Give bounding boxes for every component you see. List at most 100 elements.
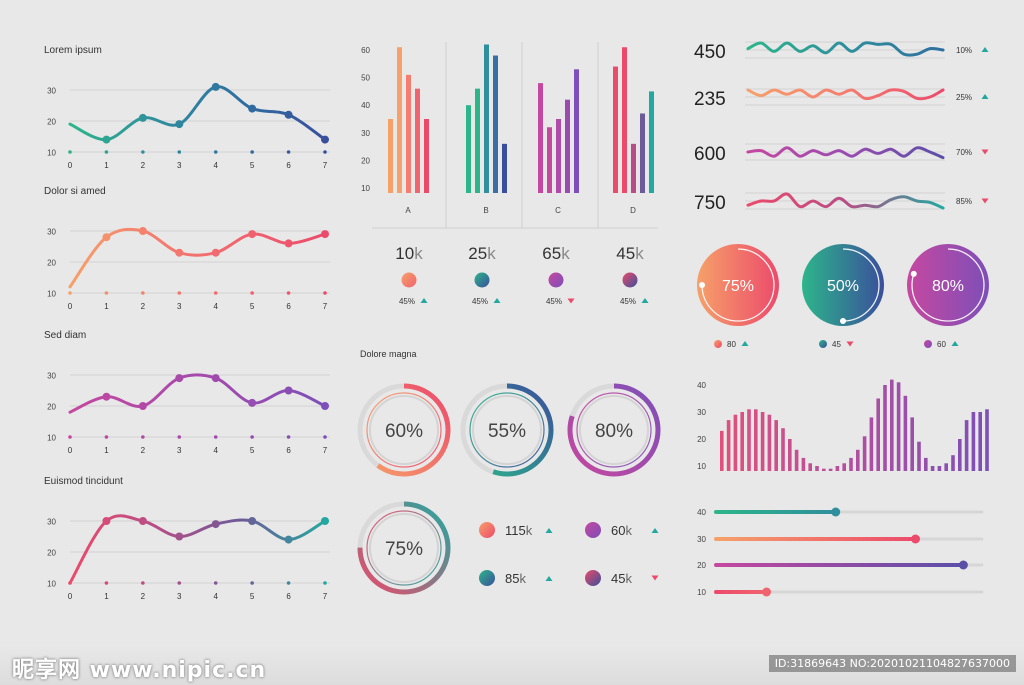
hist-bar bbox=[754, 409, 758, 471]
stat-value: 10k bbox=[395, 244, 423, 263]
data-point bbox=[211, 520, 220, 529]
bar bbox=[406, 74, 411, 193]
x-tick-label: 4 bbox=[213, 592, 218, 601]
baseline-dot bbox=[104, 150, 109, 154]
hist-bar bbox=[774, 420, 778, 471]
hist-bar bbox=[958, 439, 962, 471]
ring-stat-value: 60k bbox=[611, 523, 632, 538]
bar-group-C: C bbox=[538, 69, 579, 215]
panel-title: Euismod tincidunt bbox=[44, 476, 123, 487]
bar-group-D: D bbox=[613, 47, 654, 215]
watermark-logo: 昵享网 www.nipic.cn bbox=[12, 658, 267, 683]
ring-stat-1: 115k bbox=[479, 522, 553, 538]
bar-chart: 10 20 30 40 50 60 A B C D 10k 45% 25k 45% 65k 45% 45k 45% bbox=[361, 42, 658, 306]
hist-bar bbox=[808, 463, 812, 471]
series-line bbox=[68, 514, 327, 585]
bar bbox=[493, 55, 498, 193]
data-point bbox=[211, 82, 220, 91]
hist-y-tick: 40 bbox=[697, 381, 706, 390]
spark-value: 750 bbox=[694, 193, 726, 214]
sparkline-row-4: 750 85% bbox=[694, 192, 989, 214]
line-panel-3: Sed diam 10 20 30 0 1 2 3 4 5 6 7 bbox=[44, 330, 330, 455]
big-gauge-2: 50% 45 bbox=[802, 244, 884, 349]
gauge-disc bbox=[697, 244, 779, 326]
hist-bar bbox=[767, 414, 772, 471]
baseline-dot bbox=[213, 435, 218, 439]
data-point bbox=[138, 517, 147, 525]
bar bbox=[466, 105, 471, 193]
data-point bbox=[321, 135, 329, 144]
histogram: 10 20 30 40 bbox=[697, 379, 989, 471]
bar bbox=[388, 119, 393, 193]
ring-inner bbox=[366, 392, 442, 468]
gauge-label: 80% bbox=[932, 278, 964, 295]
data-point bbox=[248, 230, 257, 239]
panel-title: Sed diam bbox=[44, 330, 86, 341]
ring-stat-dot bbox=[479, 570, 495, 586]
gauge-sub-value: 45 bbox=[832, 340, 841, 349]
bar bbox=[502, 143, 507, 193]
gauge-progress bbox=[911, 248, 985, 322]
y-tick-label: 10 bbox=[47, 290, 56, 299]
bar-y-tick: 60 bbox=[361, 46, 370, 55]
hist-bar bbox=[801, 457, 806, 471]
bar bbox=[397, 47, 402, 193]
baseline-dot bbox=[68, 435, 72, 439]
line-panel-4: Euismod tincidunt 10 20 30 0 1 2 3 4 5 6 7 bbox=[44, 476, 330, 601]
data-point bbox=[284, 386, 293, 395]
trend-down-icon bbox=[981, 149, 989, 155]
baseline-dot bbox=[286, 581, 291, 585]
trend-up-icon bbox=[651, 528, 659, 533]
stat-value: 25k bbox=[468, 244, 496, 263]
data-point bbox=[138, 227, 147, 235]
slider-row-1: 40 bbox=[697, 507, 984, 517]
x-tick-label: 0 bbox=[68, 446, 73, 455]
data-point bbox=[284, 239, 293, 248]
baseline-dot bbox=[286, 435, 291, 439]
trend-up-icon bbox=[951, 341, 959, 346]
hist-bar bbox=[740, 412, 744, 471]
gauge-label: 50% bbox=[827, 278, 859, 295]
ring-label: 75% bbox=[385, 539, 423, 560]
hist-y-tick: 30 bbox=[697, 408, 706, 417]
x-tick-label: 7 bbox=[323, 161, 328, 170]
gauge-sub-dot bbox=[819, 340, 827, 348]
ring-stat-4: 45k bbox=[585, 570, 659, 586]
hist-bar bbox=[910, 417, 914, 471]
baseline-dot bbox=[250, 291, 254, 295]
x-tick-label: 5 bbox=[250, 592, 255, 601]
baseline-dot bbox=[286, 291, 291, 295]
hist-bar bbox=[896, 382, 901, 471]
ring-inner-track bbox=[369, 395, 439, 465]
data-point bbox=[284, 110, 293, 119]
bar-stat-1: 10k 45% bbox=[395, 244, 428, 306]
hist-y-tick: 10 bbox=[697, 462, 706, 471]
baseline-dot bbox=[104, 291, 109, 295]
data-point bbox=[102, 135, 111, 144]
spark-percent: 10% bbox=[956, 46, 972, 55]
ring-progress bbox=[460, 383, 554, 477]
hist-bar bbox=[951, 455, 955, 471]
ring-inner-track bbox=[579, 395, 649, 465]
x-tick-label: 4 bbox=[213, 446, 218, 455]
bar-category-label: D bbox=[630, 206, 636, 215]
x-tick-label: 5 bbox=[250, 302, 255, 311]
x-tick-label: 0 bbox=[68, 302, 73, 311]
bar-category-label: B bbox=[483, 206, 488, 215]
ring-progress bbox=[357, 501, 451, 595]
stat-dot bbox=[401, 272, 417, 288]
gauge-sub-dot bbox=[924, 340, 932, 348]
bar bbox=[622, 47, 627, 193]
data-point bbox=[102, 392, 111, 401]
x-tick-label: 3 bbox=[177, 302, 182, 311]
data-point bbox=[102, 517, 111, 525]
baseline-dot bbox=[177, 150, 182, 154]
ring-section-title: Dolore magna bbox=[360, 349, 417, 359]
ring-1: 60% bbox=[357, 383, 451, 477]
ring-progress bbox=[357, 383, 451, 477]
big-gauge-3: 80% 60 bbox=[907, 244, 989, 349]
ring-stat-2: 60k bbox=[585, 522, 659, 538]
line-panel-2: Dolor si amed 10 20 30 0 1 2 3 4 5 6 7 bbox=[44, 186, 330, 311]
data-point bbox=[211, 248, 220, 257]
trend-down-icon bbox=[567, 298, 575, 304]
